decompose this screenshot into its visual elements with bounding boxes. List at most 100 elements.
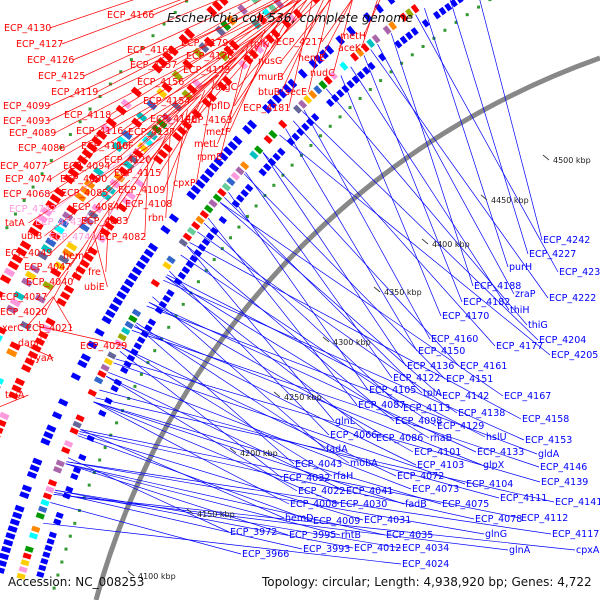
forward-gene-label: ubiB (21, 231, 42, 242)
feature-block (120, 366, 129, 375)
reverse-gene-label: ECP_4129 (437, 421, 484, 432)
feature-block (371, 34, 381, 44)
reverse-gene-label: ECP_4008 (290, 499, 337, 510)
feature-block (14, 377, 25, 387)
reverse-gene-label: rhaB (430, 433, 452, 444)
feature-block (192, 47, 204, 59)
feature-block (277, 147, 286, 156)
feature-block (19, 491, 30, 500)
forward-leader-line (172, 0, 262, 51)
feature-block (27, 350, 39, 360)
reverse-gene-label: ECP_4086 (376, 433, 423, 444)
feature-block (228, 39, 240, 51)
feature-block (298, 99, 308, 109)
reverse-leader-line (95, 397, 555, 503)
reverse-leader-line (292, 120, 496, 347)
feature-block (75, 192, 87, 203)
reverse-gene-label: ECP_4117 (552, 529, 599, 540)
feature-block (28, 264, 41, 274)
feature-block (173, 277, 183, 286)
forward-leader-line (126, 31, 263, 147)
feature-block (394, 39, 403, 49)
forward-gene-label: ECP_4047 (24, 262, 71, 273)
feature-block (26, 470, 38, 479)
feature-block (405, 31, 414, 40)
feature-block (205, 232, 215, 241)
forward-gene-label: ECP_4089 (9, 128, 56, 139)
feature-block (203, 204, 214, 214)
feature-block (388, 21, 398, 31)
reverse-gene-label: ECP_4136 (407, 361, 454, 372)
feature-block (214, 25, 226, 37)
feature-block (135, 260, 147, 270)
forward-gene-label: nudC (310, 68, 335, 79)
feature-block (125, 190, 137, 201)
feature-block (182, 232, 193, 242)
feature-block (28, 226, 40, 237)
feature-block (341, 84, 350, 94)
feature-block (191, 221, 201, 231)
feature-block (42, 280, 54, 291)
feature-block (131, 117, 143, 129)
forward-gene-label: ECP_4118 (64, 110, 111, 121)
feature-block (143, 248, 155, 258)
forward-gene-label: ECP_4176 (186, 51, 233, 62)
feature-block (263, 162, 272, 172)
feature-block (254, 145, 264, 155)
feature-block (263, 134, 273, 145)
feature-block (38, 564, 47, 572)
feature-block (235, 194, 245, 203)
tick-label: 4350 kbp (384, 288, 422, 297)
reverse-leader-line (106, 376, 346, 492)
feature-block (186, 190, 197, 201)
forward-leader-line (273, 0, 321, 45)
feature-block (367, 61, 376, 71)
feature-block (70, 372, 81, 381)
feature-block (71, 271, 82, 281)
feature-block (123, 278, 135, 288)
reverse-leader-line (377, 43, 515, 295)
forward-gene-label: ECP_4166 (107, 10, 154, 21)
feature-block (109, 178, 121, 189)
reverse-gene-label: ECP_4073 (412, 484, 459, 495)
feature-block (22, 552, 32, 560)
scale-dot (40, 172, 44, 176)
forward-leader-line (196, 80, 215, 184)
reverse-leader-line (302, 111, 539, 341)
feature-block (146, 130, 158, 141)
label-leaders (0, 0, 576, 565)
feature-block (62, 248, 74, 258)
reverse-leader-line (165, 276, 430, 439)
forward-gene-label: tatA (5, 218, 25, 229)
scale-dot (140, 46, 144, 50)
feature-block (399, 12, 409, 22)
forward-leader-line (234, 0, 308, 107)
reverse-leader-line (224, 197, 423, 394)
reverse-leader-line (93, 401, 290, 505)
forward-leader-line (159, 66, 227, 174)
feature-block (306, 117, 315, 127)
forward-gene-label: dapF (18, 338, 41, 349)
feature-block (100, 123, 113, 134)
forward-leader-line (182, 0, 294, 83)
forward-leader-line (54, 15, 281, 134)
forward-gene-label: pflD (211, 101, 230, 112)
reverse-gene-label: ECP_4146 (540, 462, 587, 473)
feature-block (116, 202, 128, 213)
forward-gene-label: ECP_4116 (76, 126, 123, 137)
tick-label: 4100 kbp (138, 572, 176, 581)
forward-leader-line (321, 0, 352, 43)
forward-leader-line (163, 89, 206, 191)
feature-block (72, 420, 82, 429)
forward-gene-label: ubiE (84, 282, 105, 293)
reverse-leader-line (152, 296, 326, 450)
scale-dot (196, 280, 200, 284)
reverse-gene-label: hslU (486, 432, 507, 443)
feature-block (262, 8, 273, 20)
feature-block (244, 183, 254, 193)
feature-block (40, 557, 49, 565)
forward-leader-line (281, 0, 324, 93)
feature-block (91, 135, 103, 147)
feature-block (53, 518, 62, 526)
feature-block (297, 68, 308, 79)
